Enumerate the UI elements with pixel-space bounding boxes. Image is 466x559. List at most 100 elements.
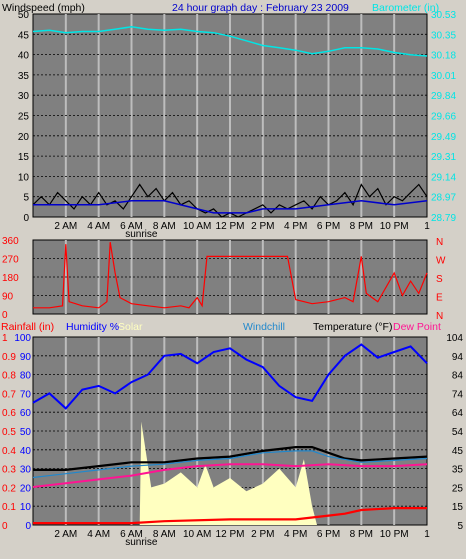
windspeed-tick-label: 45 bbox=[18, 30, 30, 41]
barometer-tick-label: 30.18 bbox=[431, 51, 456, 62]
temperature-tick-label: 64 bbox=[452, 408, 464, 419]
rainfall-tick-label: 0.9 bbox=[2, 352, 16, 363]
wind-direction-line bbox=[33, 242, 428, 309]
legend-temperature: Temperature (°F) bbox=[313, 321, 392, 333]
temperature-tick-label: 104 bbox=[446, 333, 463, 344]
humidity-tick-label: 90 bbox=[20, 352, 32, 363]
humidity-tick-label: 20 bbox=[20, 483, 32, 494]
temperature-tick-label: 84 bbox=[452, 371, 464, 382]
x-tick-label: 4 PM bbox=[284, 529, 307, 540]
legend-rainfall: Rainfall (in) bbox=[1, 321, 54, 333]
barometer-line bbox=[32, 26, 428, 57]
temperature-tick-label: 94 bbox=[452, 352, 464, 363]
sunrise-label: sunrise bbox=[125, 537, 158, 548]
dewpoint-line bbox=[32, 463, 428, 488]
rainfall-tick-label: 0.4 bbox=[2, 446, 16, 457]
humidity-tick-label: 50 bbox=[20, 427, 32, 438]
barometer-tick-label: 30.35 bbox=[431, 30, 456, 41]
humidity-tick-label: 60 bbox=[20, 408, 32, 419]
wind-average-line bbox=[33, 200, 428, 214]
rainfall-line bbox=[33, 507, 427, 525]
direction-degree-tick: 0 bbox=[2, 310, 8, 321]
barometer-tick-label: 29.14 bbox=[431, 172, 456, 183]
direction-degree-tick: 90 bbox=[2, 292, 14, 303]
x-tick-label: 10 AM bbox=[183, 221, 211, 232]
x-tick-label: 2 PM bbox=[251, 221, 274, 232]
direction-degree-tick: 360 bbox=[2, 236, 19, 247]
windspeed-axis-label: Windspeed (mph) bbox=[2, 2, 85, 14]
temperature-tick-label: 5 bbox=[457, 521, 463, 532]
legend-windchill: Windchill bbox=[243, 321, 285, 333]
legend-solar: Solar bbox=[118, 321, 143, 333]
x-tick-label: 2 AM bbox=[54, 221, 77, 232]
windspeed-tick-label: 30 bbox=[18, 91, 30, 102]
x-tick-label: 1 bbox=[424, 529, 430, 540]
x-tick-label: 8 PM bbox=[350, 529, 373, 540]
rainfall-tick-label: 0.6 bbox=[2, 408, 16, 419]
x-tick-label: 4 AM bbox=[87, 221, 110, 232]
x-tick-label: 2 AM bbox=[54, 529, 77, 540]
barometer-tick-label: 29.84 bbox=[431, 91, 456, 102]
rainfall-tick-label: 0.7 bbox=[2, 389, 16, 400]
windspeed-tick-label: 10 bbox=[18, 172, 30, 183]
barometer-tick-label: 28.97 bbox=[431, 193, 456, 204]
x-tick-label: 12 PM bbox=[216, 529, 245, 540]
windspeed-tick-label: 0 bbox=[23, 213, 29, 224]
windspeed-tick-label: 35 bbox=[18, 71, 30, 82]
x-tick-label: 2 PM bbox=[251, 529, 274, 540]
temperature-tick-label: 15 bbox=[452, 502, 464, 513]
windspeed-tick-label: 20 bbox=[18, 132, 30, 143]
x-tick-label: 6 PM bbox=[317, 221, 340, 232]
x-tick-label: 10 PM bbox=[380, 529, 409, 540]
humidity-tick-label: 40 bbox=[20, 446, 32, 457]
temperature-tick-label: 25 bbox=[452, 483, 464, 494]
rainfall-tick-label: 0.8 bbox=[2, 371, 16, 382]
temperature-line bbox=[33, 446, 428, 471]
compass-tick-label: N bbox=[436, 311, 443, 322]
rainfall-tick-label: 0 bbox=[2, 521, 8, 532]
windspeed-tick-label: 5 bbox=[23, 193, 29, 204]
legend-humidity: Humidity % bbox=[66, 321, 119, 333]
rainfall-tick-label: 0.2 bbox=[2, 483, 16, 494]
temperature-tick-label: 54 bbox=[452, 427, 464, 438]
rainfall-tick-label: 0.3 bbox=[2, 465, 16, 476]
sunrise-label: sunrise bbox=[125, 229, 158, 240]
x-tick-label: 6 AM bbox=[120, 529, 143, 540]
x-tick-label: 12 PM bbox=[216, 221, 245, 232]
humidity-tick-label: 70 bbox=[20, 389, 32, 400]
x-tick-label: 4 AM bbox=[87, 529, 110, 540]
rainfall-tick-label: 1 bbox=[2, 333, 8, 344]
temperature-tick-label: 45 bbox=[452, 446, 464, 457]
temperature-tick-label: 35 bbox=[452, 465, 464, 476]
humidity-tick-label: 0 bbox=[25, 521, 31, 532]
solar-area bbox=[139, 421, 318, 525]
direction-degree-tick: 180 bbox=[2, 273, 19, 284]
barometer-tick-label: 29.49 bbox=[431, 132, 456, 143]
compass-tick-label: W bbox=[436, 256, 446, 267]
x-tick-label: 8 PM bbox=[350, 221, 373, 232]
windspeed-tick-label: 50 bbox=[18, 10, 30, 21]
x-tick-label: 10 AM bbox=[183, 529, 211, 540]
compass-tick-label: S bbox=[436, 274, 443, 285]
compass-tick-label: N bbox=[436, 237, 443, 248]
x-tick-label: 8 AM bbox=[153, 221, 176, 232]
windspeed-tick-label: 25 bbox=[18, 112, 30, 123]
humidity-tick-label: 80 bbox=[20, 371, 32, 382]
x-tick-label: 6 PM bbox=[317, 529, 340, 540]
barometer-axis-label: Barometer (in) bbox=[372, 2, 439, 14]
x-tick-label: 6 AM bbox=[120, 221, 143, 232]
windspeed-tick-label: 15 bbox=[18, 152, 30, 163]
compass-tick-label: E bbox=[436, 293, 443, 304]
windchill-line bbox=[32, 450, 428, 479]
barometer-tick-label: 29.31 bbox=[431, 152, 456, 163]
barometer-tick-label: 30.01 bbox=[431, 71, 456, 82]
rainfall-tick-label: 0.5 bbox=[2, 427, 16, 438]
x-tick-label: 8 AM bbox=[153, 529, 176, 540]
x-tick-label: 10 PM bbox=[380, 221, 409, 232]
legend-dewpoint: Dew Point bbox=[393, 321, 441, 333]
x-tick-label: 1 bbox=[424, 221, 430, 232]
windspeed-tick-label: 40 bbox=[18, 51, 30, 62]
temperature-tick-label: 74 bbox=[452, 389, 464, 400]
humidity-line bbox=[32, 343, 428, 410]
